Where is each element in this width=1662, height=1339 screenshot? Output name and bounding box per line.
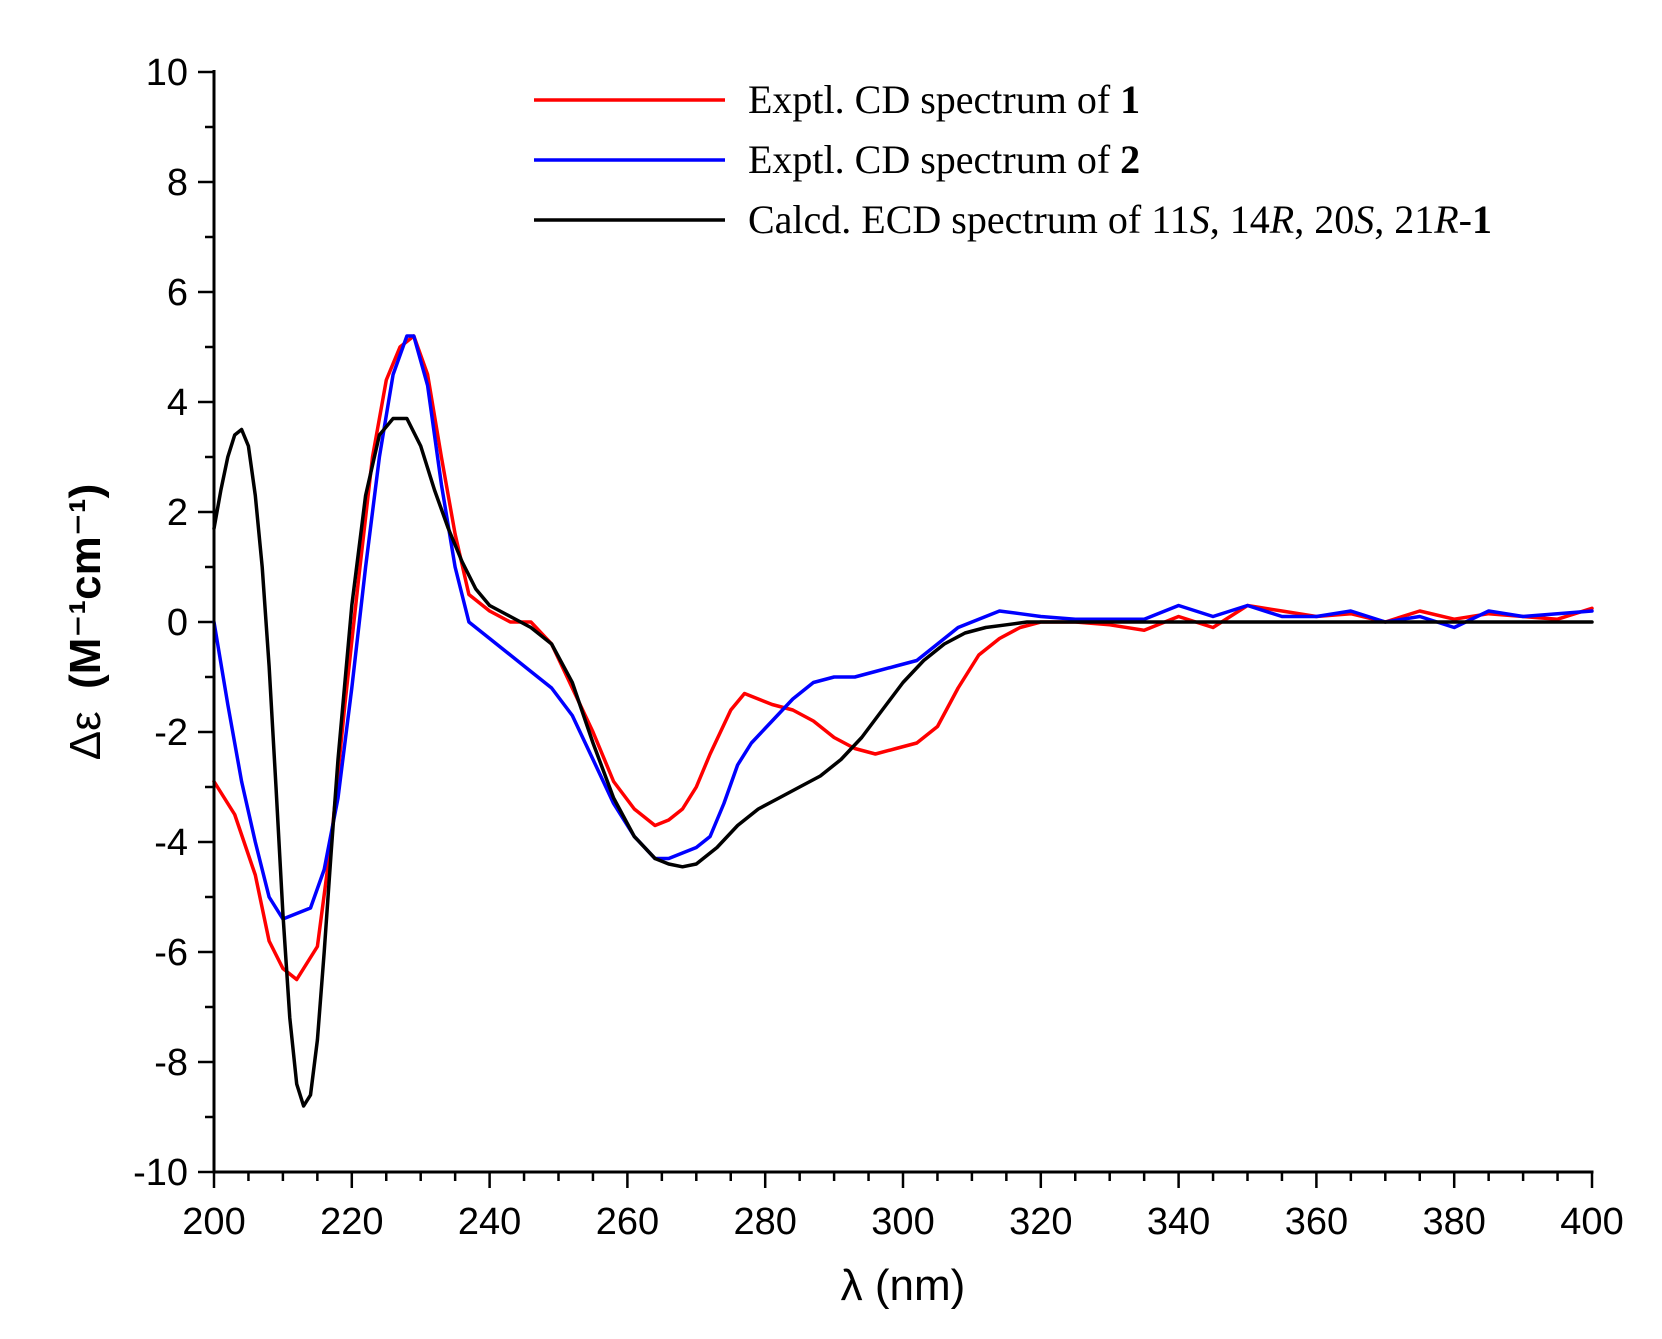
x-tick-label: 280 [733, 1201, 796, 1243]
series-layer [212, 334, 1594, 1108]
x-axis-title: λ (nm) [841, 1261, 966, 1310]
x-tick-label: 240 [458, 1201, 521, 1243]
y-tick-label: 4 [167, 382, 188, 424]
y-tick-label: 2 [167, 492, 188, 534]
x-tick-label: 340 [1147, 1201, 1210, 1243]
y-tick-label: 6 [167, 272, 188, 314]
y-tick-label: -2 [154, 712, 188, 754]
x-tick-label: 220 [320, 1201, 383, 1243]
y-axis-title-units: (M⁻¹cm⁻¹) [61, 484, 110, 689]
x-tick-label: 200 [182, 1201, 245, 1243]
tick-layer: 200 220 240 260 280 300 320 340 360 380 400-10-8-6… [133, 52, 1624, 1243]
legend-label-2: Exptl. CD spectrum of 2 [748, 137, 1140, 182]
series-line-2 [212, 334, 1594, 921]
y-tick-label: 8 [167, 162, 188, 204]
series-line-3 [212, 416, 1594, 1108]
legend-label-3: Calcd. ECD spectrum of 11S, 14R, 20S, 21… [748, 197, 1492, 242]
y-tick-label: -8 [154, 1042, 188, 1084]
y-tick-label: -10 [133, 1152, 188, 1194]
x-tick-label: 360 [1285, 1201, 1348, 1243]
y-axis-title: Δε (M⁻¹cm⁻¹) [61, 484, 110, 761]
y-axis-title-symbol: Δε [61, 711, 110, 760]
labels-layer: λ (nm) Δε (M⁻¹cm⁻¹) [61, 484, 965, 1310]
y-tick-label: 10 [146, 52, 188, 94]
legend: Exptl. CD spectrum of 1 Exptl. CD spectru… [534, 77, 1492, 242]
x-tick-label: 320 [1009, 1201, 1072, 1243]
axes-layer [212, 70, 1594, 1174]
x-tick-label: 380 [1422, 1201, 1485, 1243]
x-tick-label: 260 [596, 1201, 659, 1243]
y-tick-label: -4 [154, 822, 188, 864]
y-tick-label: -6 [154, 932, 188, 974]
y-tick-label: 0 [167, 602, 188, 644]
x-tick-label: 300 [871, 1201, 934, 1243]
x-tick-label: 400 [1560, 1201, 1623, 1243]
legend-label-1: Exptl. CD spectrum of 1 [748, 77, 1140, 122]
series-line-1 [212, 334, 1594, 982]
